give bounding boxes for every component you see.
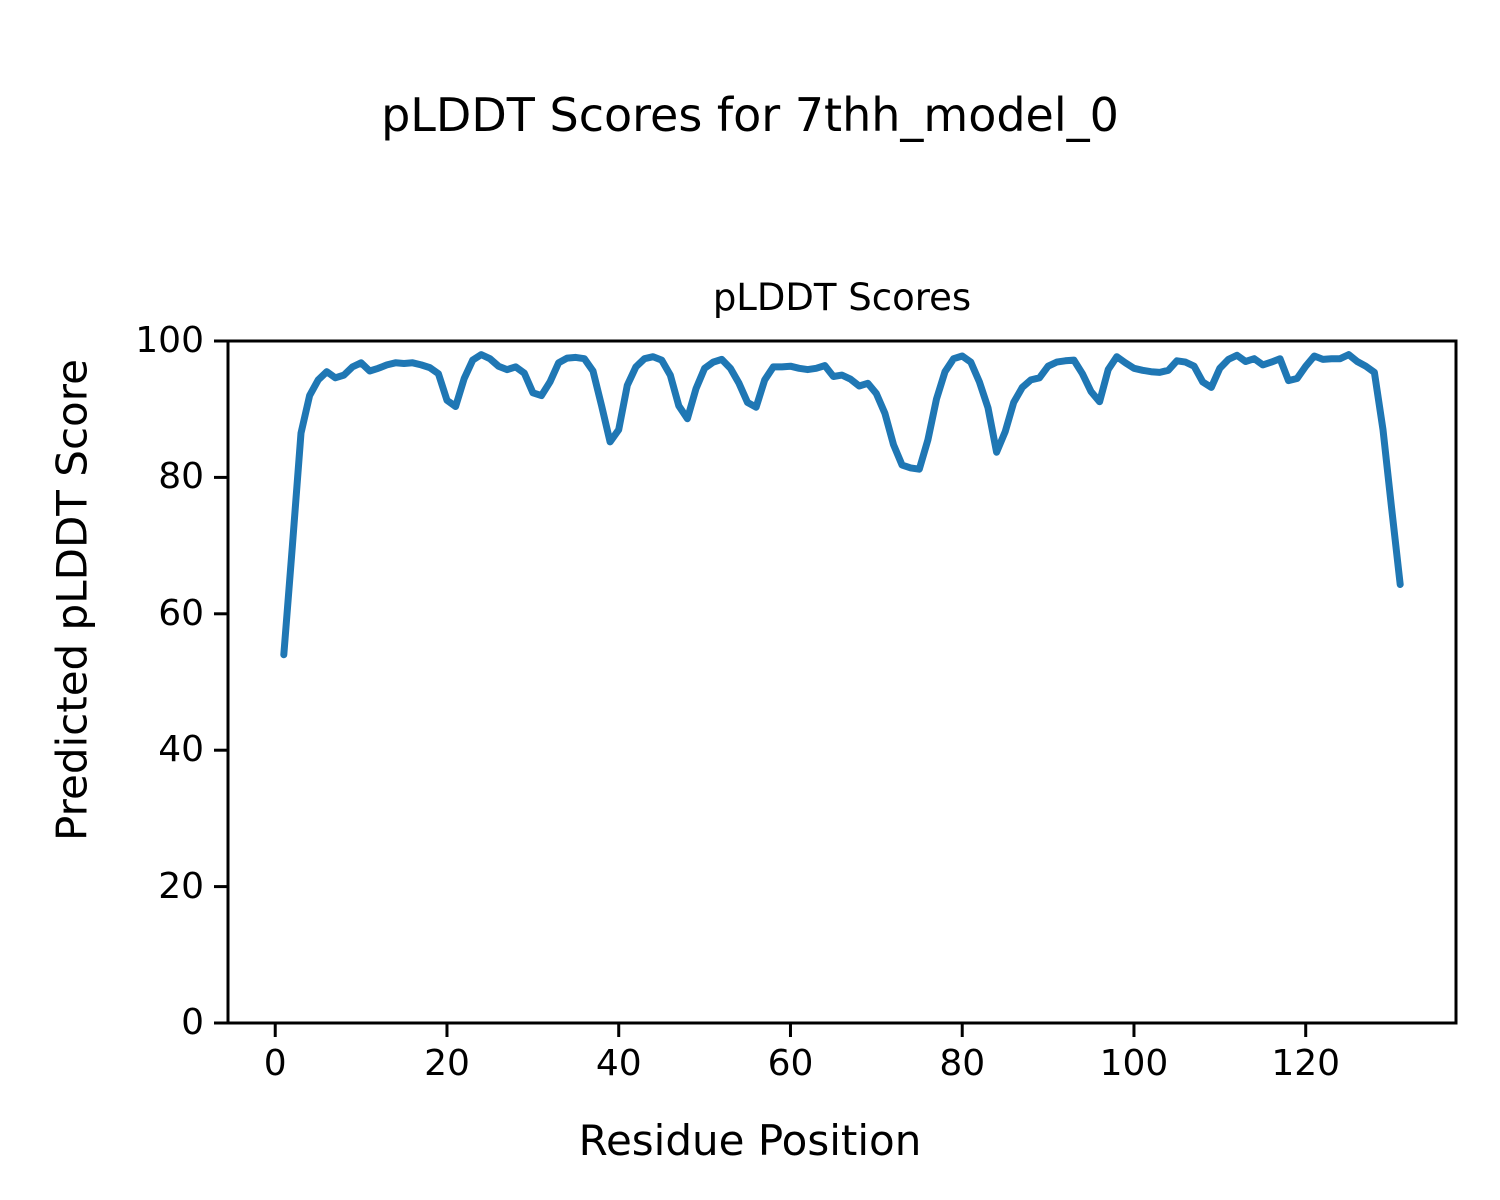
x-tick-label: 100 (1099, 1043, 1169, 1084)
x-tick-label: 80 (939, 1043, 986, 1084)
x-tick-label: 0 (263, 1043, 287, 1084)
x-tick-label: 40 (595, 1043, 642, 1084)
y-axis-label: Predicted pLDDT Score (47, 359, 97, 841)
y-tick-label: 60 (158, 592, 204, 634)
x-tick-label: 120 (1271, 1043, 1341, 1084)
figure-title: pLDDT Scores for 7thh_model_0 (381, 88, 1119, 142)
y-tick-label: 80 (158, 456, 204, 498)
axes-box (226, 339, 1458, 1025)
y-tick-label: 40 (158, 729, 204, 771)
y-tick-label: 0 (181, 1002, 204, 1043)
y-tick-label: 100 (135, 320, 204, 361)
x-tick-label: 60 (767, 1043, 814, 1084)
plot-line (280, 351, 1404, 659)
axes-title: pLDDT Scores (712, 276, 972, 319)
x-tick-label: 20 (424, 1043, 470, 1084)
y-tick-label: 20 (158, 865, 204, 907)
x-axis-label: Residue Position (578, 1116, 922, 1165)
